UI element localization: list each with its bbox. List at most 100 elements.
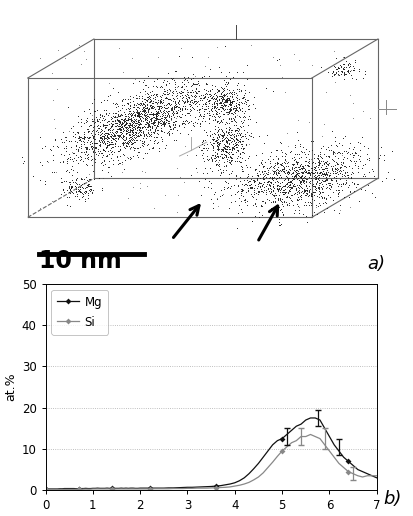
Point bbox=[197, 105, 203, 113]
Point bbox=[220, 150, 227, 158]
Point bbox=[144, 111, 151, 120]
Point bbox=[314, 160, 321, 169]
Point bbox=[241, 96, 247, 105]
Point bbox=[251, 200, 257, 208]
Point bbox=[131, 117, 138, 125]
Point bbox=[204, 93, 211, 101]
Point bbox=[76, 183, 83, 191]
Point bbox=[165, 85, 172, 93]
Point bbox=[337, 68, 344, 76]
Point bbox=[83, 188, 89, 197]
Point bbox=[241, 132, 247, 140]
Point bbox=[273, 209, 279, 217]
Point bbox=[280, 197, 287, 205]
Point bbox=[225, 96, 232, 104]
Point bbox=[134, 122, 141, 131]
Point bbox=[172, 100, 178, 108]
Point bbox=[322, 170, 329, 179]
Point bbox=[185, 109, 191, 117]
Point bbox=[332, 177, 339, 185]
Point bbox=[226, 92, 233, 100]
Point bbox=[128, 121, 135, 130]
Point bbox=[273, 165, 280, 173]
Point bbox=[162, 80, 169, 89]
Point bbox=[131, 118, 138, 126]
Point bbox=[222, 82, 229, 90]
Point bbox=[101, 112, 107, 120]
Point bbox=[234, 181, 240, 189]
Point bbox=[132, 130, 138, 138]
Point bbox=[122, 141, 129, 149]
Point bbox=[177, 88, 184, 96]
Point bbox=[146, 131, 153, 139]
Point bbox=[199, 146, 205, 154]
Point bbox=[140, 117, 146, 125]
Point bbox=[225, 124, 232, 133]
Point bbox=[100, 145, 106, 153]
Point bbox=[168, 88, 175, 96]
Point bbox=[141, 81, 147, 89]
Point bbox=[150, 121, 157, 129]
Point bbox=[293, 181, 299, 189]
Point bbox=[142, 113, 149, 121]
Point bbox=[311, 173, 318, 182]
Point bbox=[274, 163, 280, 171]
Point bbox=[225, 100, 232, 108]
Point bbox=[119, 158, 125, 166]
Point bbox=[66, 184, 73, 192]
Point bbox=[259, 162, 266, 170]
Point bbox=[323, 175, 330, 184]
Point bbox=[134, 148, 141, 156]
Point bbox=[269, 53, 276, 61]
Point bbox=[96, 122, 103, 130]
Point bbox=[262, 188, 269, 197]
Point bbox=[38, 144, 45, 152]
Point bbox=[170, 103, 177, 111]
Point bbox=[99, 126, 105, 134]
Point bbox=[147, 110, 153, 118]
Point bbox=[323, 176, 330, 184]
Point bbox=[182, 74, 188, 83]
Point bbox=[205, 156, 211, 165]
Point bbox=[120, 68, 126, 76]
Point bbox=[277, 161, 283, 169]
Point bbox=[73, 128, 80, 136]
Point bbox=[210, 112, 216, 120]
Point bbox=[304, 166, 311, 174]
Point bbox=[128, 128, 135, 136]
Point bbox=[275, 61, 282, 69]
Point bbox=[271, 194, 277, 202]
Point bbox=[91, 119, 97, 127]
Point bbox=[297, 183, 303, 191]
Point bbox=[149, 109, 156, 118]
Mg bbox=[307, 415, 312, 421]
Point bbox=[230, 144, 236, 152]
Point bbox=[240, 181, 246, 189]
Point bbox=[193, 106, 200, 114]
Point bbox=[221, 185, 227, 193]
Point bbox=[206, 92, 213, 100]
Point bbox=[201, 61, 208, 70]
Point bbox=[109, 108, 116, 117]
Point bbox=[335, 148, 341, 156]
Point bbox=[388, 147, 395, 155]
Point bbox=[125, 100, 131, 108]
Point bbox=[258, 160, 264, 168]
Point bbox=[156, 96, 163, 105]
Point bbox=[293, 160, 299, 169]
Point bbox=[214, 85, 220, 93]
Point bbox=[116, 133, 122, 141]
Point bbox=[331, 164, 338, 172]
Point bbox=[223, 118, 229, 126]
Point bbox=[298, 162, 305, 170]
Point bbox=[225, 136, 232, 144]
Point bbox=[306, 171, 312, 179]
Point bbox=[97, 131, 103, 139]
Point bbox=[135, 100, 142, 108]
Point bbox=[142, 123, 148, 131]
Point bbox=[75, 147, 81, 155]
Point bbox=[98, 149, 105, 157]
Point bbox=[294, 172, 301, 180]
Point bbox=[213, 195, 219, 203]
Point bbox=[118, 97, 125, 105]
